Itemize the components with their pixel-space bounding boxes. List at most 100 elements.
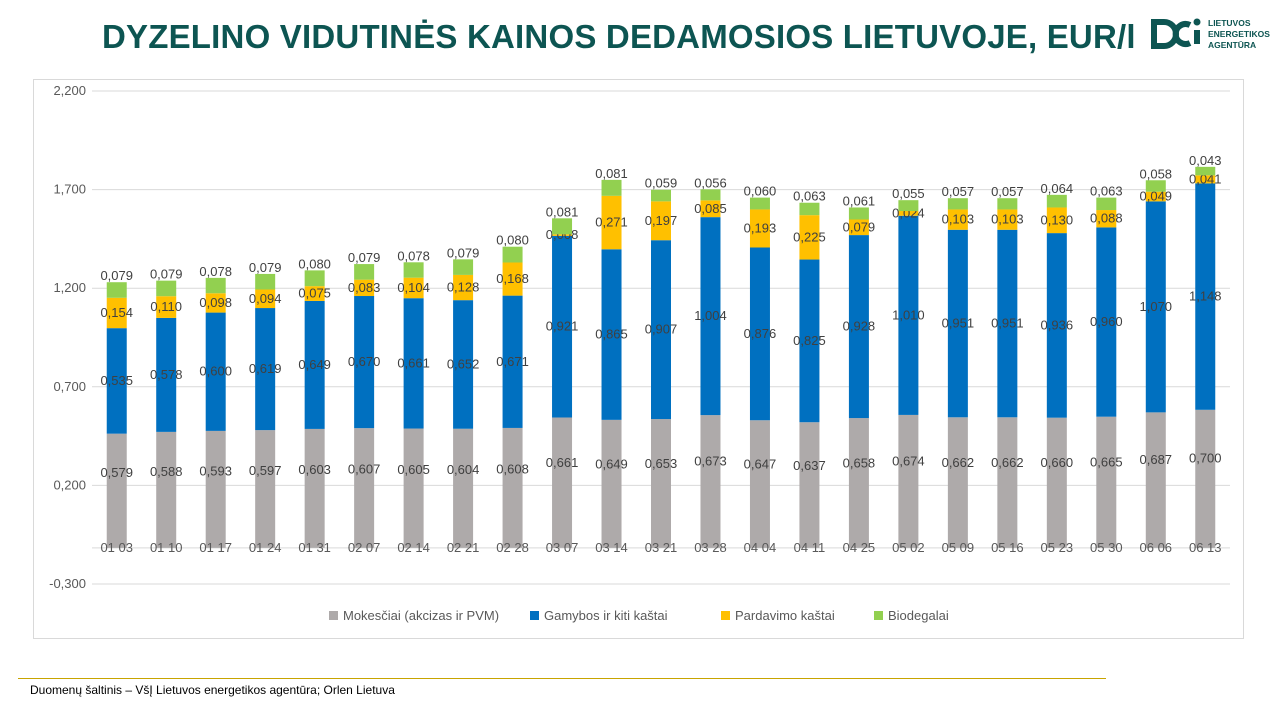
bar-segment [502, 262, 523, 296]
bar-segment [354, 264, 375, 280]
bar-segment [453, 274, 474, 301]
bar-segment [947, 198, 968, 210]
bar-segment [1195, 183, 1216, 410]
bar-segment [1145, 412, 1166, 548]
bar-segment [255, 308, 276, 431]
bar-segment [799, 259, 820, 423]
bar-segment [947, 417, 968, 548]
bar-segment [997, 229, 1018, 418]
bar-segment [1096, 197, 1117, 211]
data-label: 0,825 [793, 333, 826, 348]
bar-segment [651, 419, 671, 548]
bar-segment [997, 417, 1018, 548]
bar-segment [552, 218, 573, 235]
data-label: 0,098 [199, 295, 232, 310]
x-tick-label: 02 07 [348, 540, 381, 555]
data-label: 0,662 [991, 455, 1024, 470]
bar-segment [700, 217, 721, 416]
bar-segment [255, 273, 276, 290]
data-label: 0,049 [1140, 189, 1173, 204]
logo-text: LIETUVOS ENERGETIKOS AGENTŪRA [1208, 18, 1270, 50]
bar-segment [403, 262, 424, 278]
bar-segment [700, 200, 721, 218]
bar-segment [601, 195, 622, 250]
bar-segment [403, 277, 424, 299]
bar-segment [205, 293, 226, 313]
bar-segment [255, 430, 276, 548]
bar-segment [354, 428, 375, 548]
data-label: 0,079 [249, 260, 282, 275]
x-tick-label: 05 23 [1041, 540, 1074, 555]
data-label: 0,154 [100, 305, 133, 320]
data-label: 0,060 [744, 184, 777, 199]
data-label: 0,661 [397, 355, 430, 370]
bar-segment [651, 240, 671, 420]
bar-segment [304, 286, 325, 301]
data-label: 0,063 [793, 189, 826, 204]
data-label: 0,055 [892, 186, 925, 201]
bar-segment [552, 235, 573, 418]
data-label: 1,004 [694, 308, 727, 323]
bar-segment [601, 249, 622, 420]
data-label: 0,058 [1140, 166, 1173, 181]
data-label: 0,057 [942, 184, 975, 199]
data-label: 0,649 [298, 357, 331, 372]
bar-segment [997, 198, 1018, 210]
data-label: 0,603 [298, 462, 331, 477]
data-label: 0,064 [1041, 181, 1074, 196]
data-label: 0,907 [645, 322, 678, 337]
data-label: 0,079 [100, 268, 133, 283]
x-tick-label: 03 14 [595, 540, 628, 555]
x-tick-label: 06 13 [1189, 540, 1222, 555]
data-label: 0,128 [447, 280, 480, 295]
x-tick-label: 04 25 [843, 540, 876, 555]
bar-segment [502, 427, 523, 548]
legend-label: Gamybos ir kiti kaštai [544, 608, 668, 623]
data-label: 0,079 [447, 245, 480, 260]
data-label: 0,670 [348, 354, 381, 369]
chart-area [33, 79, 1244, 639]
data-label: 0,225 [793, 229, 826, 244]
data-label: 0,079 [348, 250, 381, 265]
bar-segment [453, 300, 474, 429]
data-label: 0,061 [843, 193, 876, 208]
data-label: 0,653 [645, 456, 678, 471]
bar-segment [1145, 201, 1166, 413]
bar-segment [156, 280, 177, 297]
bar-segment [651, 201, 671, 241]
x-tick-label: 01 31 [298, 540, 331, 555]
bar-segment [205, 277, 226, 294]
bar-segment [1046, 233, 1067, 418]
data-label: 0,080 [298, 256, 331, 271]
data-label: 0,687 [1140, 452, 1173, 467]
x-tick-label: 03 21 [645, 540, 678, 555]
data-label: 0,660 [1041, 455, 1074, 470]
data-label: 0,597 [249, 463, 282, 478]
data-label: 0,673 [694, 454, 727, 469]
bar-segment [749, 197, 770, 210]
data-label: 0,080 [496, 233, 529, 248]
data-label: 0,083 [348, 280, 381, 295]
bar-segment [255, 289, 276, 309]
bar-segment [947, 229, 968, 418]
data-label: 0,607 [348, 462, 381, 477]
bar-segment [106, 433, 127, 548]
data-label: 0,063 [1090, 184, 1123, 199]
data-label: 0,075 [298, 286, 331, 301]
data-label: 0,079 [843, 219, 876, 234]
data-label: 0,579 [100, 465, 133, 480]
bar-segment [1195, 409, 1216, 548]
data-label: 0,951 [942, 316, 975, 331]
x-tick-label: 02 21 [447, 540, 480, 555]
data-label: 0,094 [249, 291, 282, 306]
data-label: 0,078 [199, 264, 232, 279]
bar-segment [403, 298, 424, 429]
bar-segment [502, 295, 523, 428]
bar-segment [601, 179, 622, 196]
data-label: 0,960 [1090, 314, 1123, 329]
bar-segment [1195, 175, 1216, 184]
y-tick-label: -0,300 [49, 576, 86, 591]
data-label: 0,665 [1090, 455, 1123, 470]
bar-segment [304, 300, 325, 429]
source-note: Duomenų šaltinis – VšĮ Lietuvos energeti… [30, 683, 395, 697]
